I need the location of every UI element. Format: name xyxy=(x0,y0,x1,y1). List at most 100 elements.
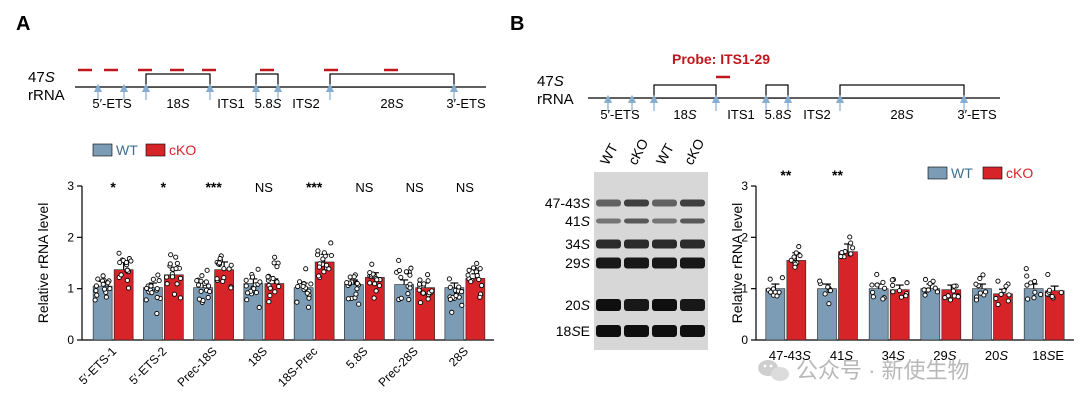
blot-band xyxy=(596,239,621,249)
label-47: 47 xyxy=(28,69,45,86)
data-point xyxy=(474,272,480,279)
data-point xyxy=(429,288,435,294)
data-point xyxy=(271,260,277,266)
data-point xyxy=(203,279,209,285)
data-point xyxy=(321,250,327,256)
data-point xyxy=(870,289,876,295)
label-part: 41 xyxy=(830,348,844,363)
data-point xyxy=(474,260,480,266)
y-tick-label: 1 xyxy=(741,282,748,296)
x-category-label: 18S xyxy=(245,344,270,369)
data-point xyxy=(266,299,272,305)
panel-a-letter: A xyxy=(16,13,30,35)
blot-band-label: 18SE xyxy=(556,323,590,339)
x-category-label: 47-43S xyxy=(769,348,811,363)
label-part-italic: S xyxy=(581,213,591,229)
data-point xyxy=(226,266,232,272)
data-point xyxy=(107,286,113,292)
label-part-italic: S xyxy=(395,96,404,111)
region-label: 18S xyxy=(166,96,189,111)
significance-label: * xyxy=(161,179,167,195)
label-part: 29 xyxy=(933,348,947,363)
box-5-8s xyxy=(255,73,279,88)
blot-band xyxy=(680,199,705,207)
data-point xyxy=(257,279,263,285)
data-point xyxy=(477,266,483,272)
label-s: S xyxy=(45,69,55,86)
bar-wt xyxy=(817,288,837,341)
x-category-label: 5′-ETS-1 xyxy=(76,344,119,387)
label-s: S xyxy=(554,73,564,90)
legend-cko-swatch xyxy=(982,166,1003,180)
region-label: 5.8S xyxy=(765,107,792,122)
data-point xyxy=(243,277,249,283)
data-point xyxy=(779,275,785,281)
data-point xyxy=(270,275,276,282)
data-point xyxy=(328,252,334,259)
data-point xyxy=(477,294,483,300)
data-point xyxy=(321,269,327,275)
label-part: 28 xyxy=(380,96,394,111)
data-point xyxy=(148,283,154,289)
panel-a-legend: WT cKO xyxy=(92,142,196,158)
blot-band xyxy=(680,299,705,311)
blot-lane-label: cKO xyxy=(625,136,652,168)
data-point xyxy=(353,291,359,297)
x-category-label: Prec-28S xyxy=(375,344,420,389)
region-label: ITS2 xyxy=(292,96,319,111)
label-part: 47-43 xyxy=(769,348,802,363)
data-point xyxy=(459,289,465,295)
region-label: 5′-ETS xyxy=(600,107,640,122)
diagram-label-47s: 47S xyxy=(537,73,564,90)
label-part: 18 xyxy=(673,107,687,122)
data-point xyxy=(398,295,404,301)
data-point xyxy=(951,283,957,289)
legend-wt-swatch xyxy=(92,143,113,157)
data-point xyxy=(848,240,854,246)
data-point xyxy=(396,257,402,264)
label-47: 47 xyxy=(537,73,554,90)
data-point xyxy=(1038,291,1044,298)
data-point xyxy=(768,289,774,295)
wechat-icon xyxy=(758,360,789,381)
data-point xyxy=(174,281,180,287)
data-point xyxy=(255,266,261,272)
region-label: 28S xyxy=(890,107,913,122)
data-point xyxy=(847,234,853,240)
cleavage-arrows xyxy=(603,94,969,111)
data-point xyxy=(274,264,280,270)
data-point xyxy=(173,266,179,272)
data-point xyxy=(942,295,948,301)
data-point xyxy=(398,274,404,280)
data-point xyxy=(817,278,823,284)
data-point xyxy=(1001,288,1007,294)
label-part-italic: S xyxy=(948,348,957,363)
data-point xyxy=(118,272,124,278)
data-point xyxy=(216,260,222,266)
data-point xyxy=(869,282,875,288)
data-point xyxy=(403,269,409,275)
data-point xyxy=(228,285,234,291)
data-point xyxy=(955,294,961,300)
data-point xyxy=(297,279,303,285)
data-point xyxy=(351,274,357,280)
blot-band xyxy=(624,257,649,269)
data-point xyxy=(417,300,424,306)
data-point xyxy=(177,295,184,301)
data-point xyxy=(848,251,854,257)
label-part: 20 xyxy=(565,297,581,313)
blot-band-label: 20S xyxy=(565,297,591,313)
blot-band-label: 34S xyxy=(565,236,591,252)
data-point xyxy=(425,278,431,284)
blot-band xyxy=(680,325,705,337)
data-point xyxy=(367,270,373,276)
label-part-italic: S xyxy=(896,348,905,363)
region-labels: 5′-ETS 18S ITS1 5.8S ITS2 28S 3′-ETS xyxy=(600,107,997,122)
data-point xyxy=(123,259,129,266)
legend-wt-label: WT xyxy=(116,142,138,158)
data-point xyxy=(124,267,130,273)
data-point xyxy=(950,288,956,294)
data-point xyxy=(825,284,831,290)
data-point xyxy=(253,289,259,296)
